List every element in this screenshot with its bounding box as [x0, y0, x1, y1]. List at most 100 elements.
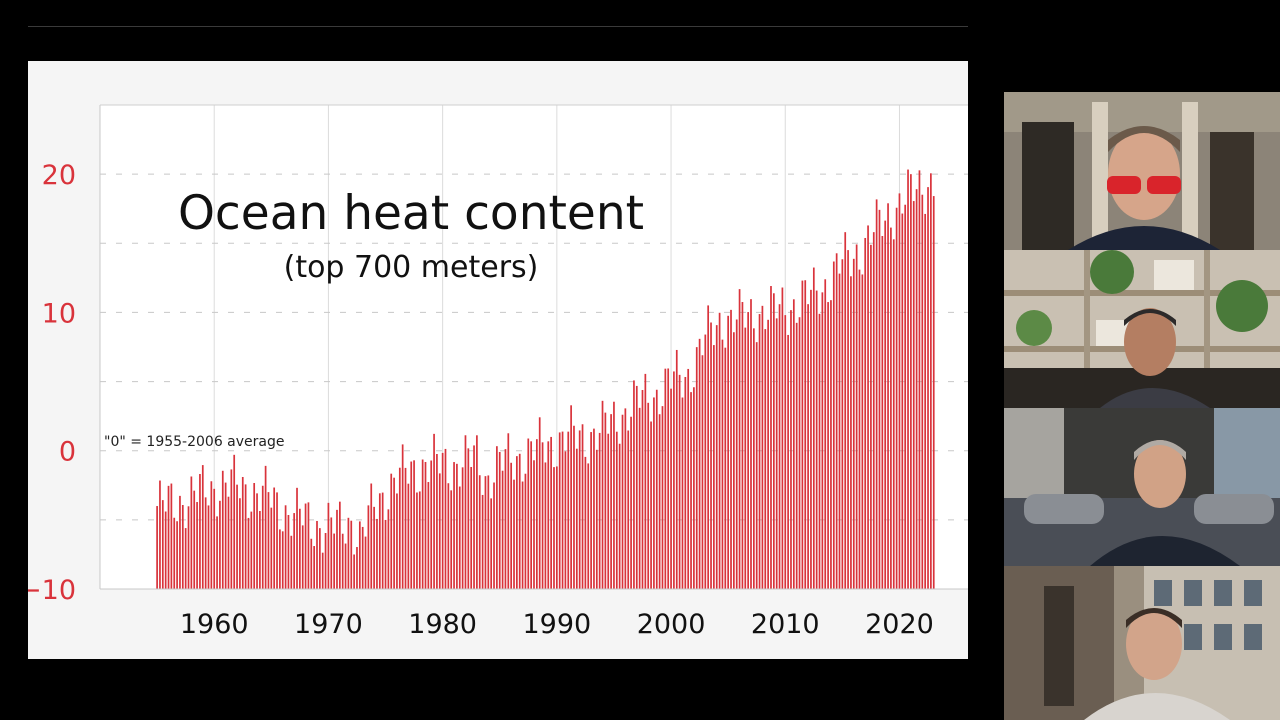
bar	[418, 491, 421, 589]
bar	[852, 258, 855, 589]
bar	[284, 505, 287, 589]
bar	[410, 461, 413, 589]
bar	[801, 280, 804, 589]
bar	[338, 501, 341, 589]
bar	[524, 473, 527, 589]
bar	[890, 227, 892, 589]
y-tick-label: 0	[59, 437, 76, 468]
bar	[453, 462, 455, 589]
participant-2-video[interactable]	[1004, 250, 1280, 408]
bar	[324, 533, 327, 589]
bar	[810, 289, 812, 589]
bar	[850, 276, 852, 589]
bar	[356, 547, 358, 589]
bar	[536, 439, 538, 589]
bar	[538, 417, 541, 589]
bar	[790, 310, 792, 589]
bar	[804, 280, 807, 589]
bar	[204, 497, 207, 589]
bar	[273, 487, 276, 589]
bar	[573, 425, 575, 589]
bar	[715, 325, 718, 589]
bar	[167, 485, 170, 589]
bar	[241, 476, 244, 589]
bar	[159, 480, 161, 589]
bar	[358, 521, 361, 589]
bar	[353, 554, 355, 589]
top-divider	[28, 26, 968, 27]
bar	[384, 519, 387, 589]
bar	[898, 193, 901, 589]
bar	[704, 334, 707, 589]
bar	[261, 485, 264, 589]
bar	[904, 204, 907, 590]
bar	[396, 493, 398, 589]
plant-icon	[1090, 250, 1134, 294]
bar	[864, 237, 867, 590]
x-tick-label: 2000	[637, 609, 706, 640]
bar	[613, 401, 615, 589]
bar	[812, 267, 815, 589]
bar	[824, 279, 827, 589]
bar	[498, 451, 501, 589]
bar	[344, 543, 347, 589]
chart-title: Ocean heat content	[178, 186, 644, 241]
bar	[550, 436, 552, 589]
bar	[341, 533, 344, 589]
bar	[547, 441, 550, 589]
bar	[398, 467, 401, 589]
bar	[815, 290, 818, 589]
bar	[510, 462, 513, 589]
bar	[464, 435, 467, 589]
bar	[373, 506, 375, 589]
bar	[553, 467, 555, 589]
sofa-cushion-icon	[1024, 494, 1104, 524]
bar	[201, 465, 204, 589]
bar	[381, 492, 384, 589]
bar	[758, 314, 761, 589]
bar	[610, 414, 612, 589]
bar	[170, 483, 173, 589]
participant-1-video[interactable]	[1004, 92, 1280, 250]
bar	[293, 513, 296, 589]
bar	[184, 528, 187, 589]
bar	[187, 506, 190, 589]
bar	[918, 170, 921, 590]
bar	[501, 470, 504, 589]
bar	[244, 484, 247, 589]
door-icon	[1044, 586, 1074, 706]
bar	[775, 318, 778, 589]
bar	[281, 531, 284, 589]
bar	[713, 345, 715, 589]
bar	[570, 405, 572, 589]
participant-4-video[interactable]	[1004, 566, 1280, 720]
bar	[830, 300, 832, 589]
bar	[456, 463, 458, 589]
bar	[227, 496, 230, 589]
participant-4-face	[1126, 608, 1182, 680]
bar	[750, 299, 752, 589]
bar	[687, 368, 690, 589]
bar	[912, 201, 915, 590]
bar	[313, 546, 315, 589]
bar	[347, 517, 350, 589]
bar	[558, 432, 561, 589]
bar	[333, 533, 335, 589]
bar	[370, 483, 373, 589]
bar	[630, 416, 632, 589]
bar	[695, 347, 698, 589]
bar	[778, 304, 781, 589]
bar	[447, 483, 450, 589]
bar	[627, 430, 630, 589]
x-tick-label: 1990	[522, 609, 591, 640]
bar	[424, 461, 427, 589]
bar	[319, 528, 321, 589]
bar	[755, 342, 758, 589]
bar	[316, 520, 318, 589]
bar	[239, 498, 241, 589]
bar	[781, 287, 784, 589]
participant-3-video[interactable]	[1004, 408, 1280, 566]
bar	[444, 448, 447, 589]
bar	[690, 392, 692, 589]
bar	[901, 213, 904, 590]
